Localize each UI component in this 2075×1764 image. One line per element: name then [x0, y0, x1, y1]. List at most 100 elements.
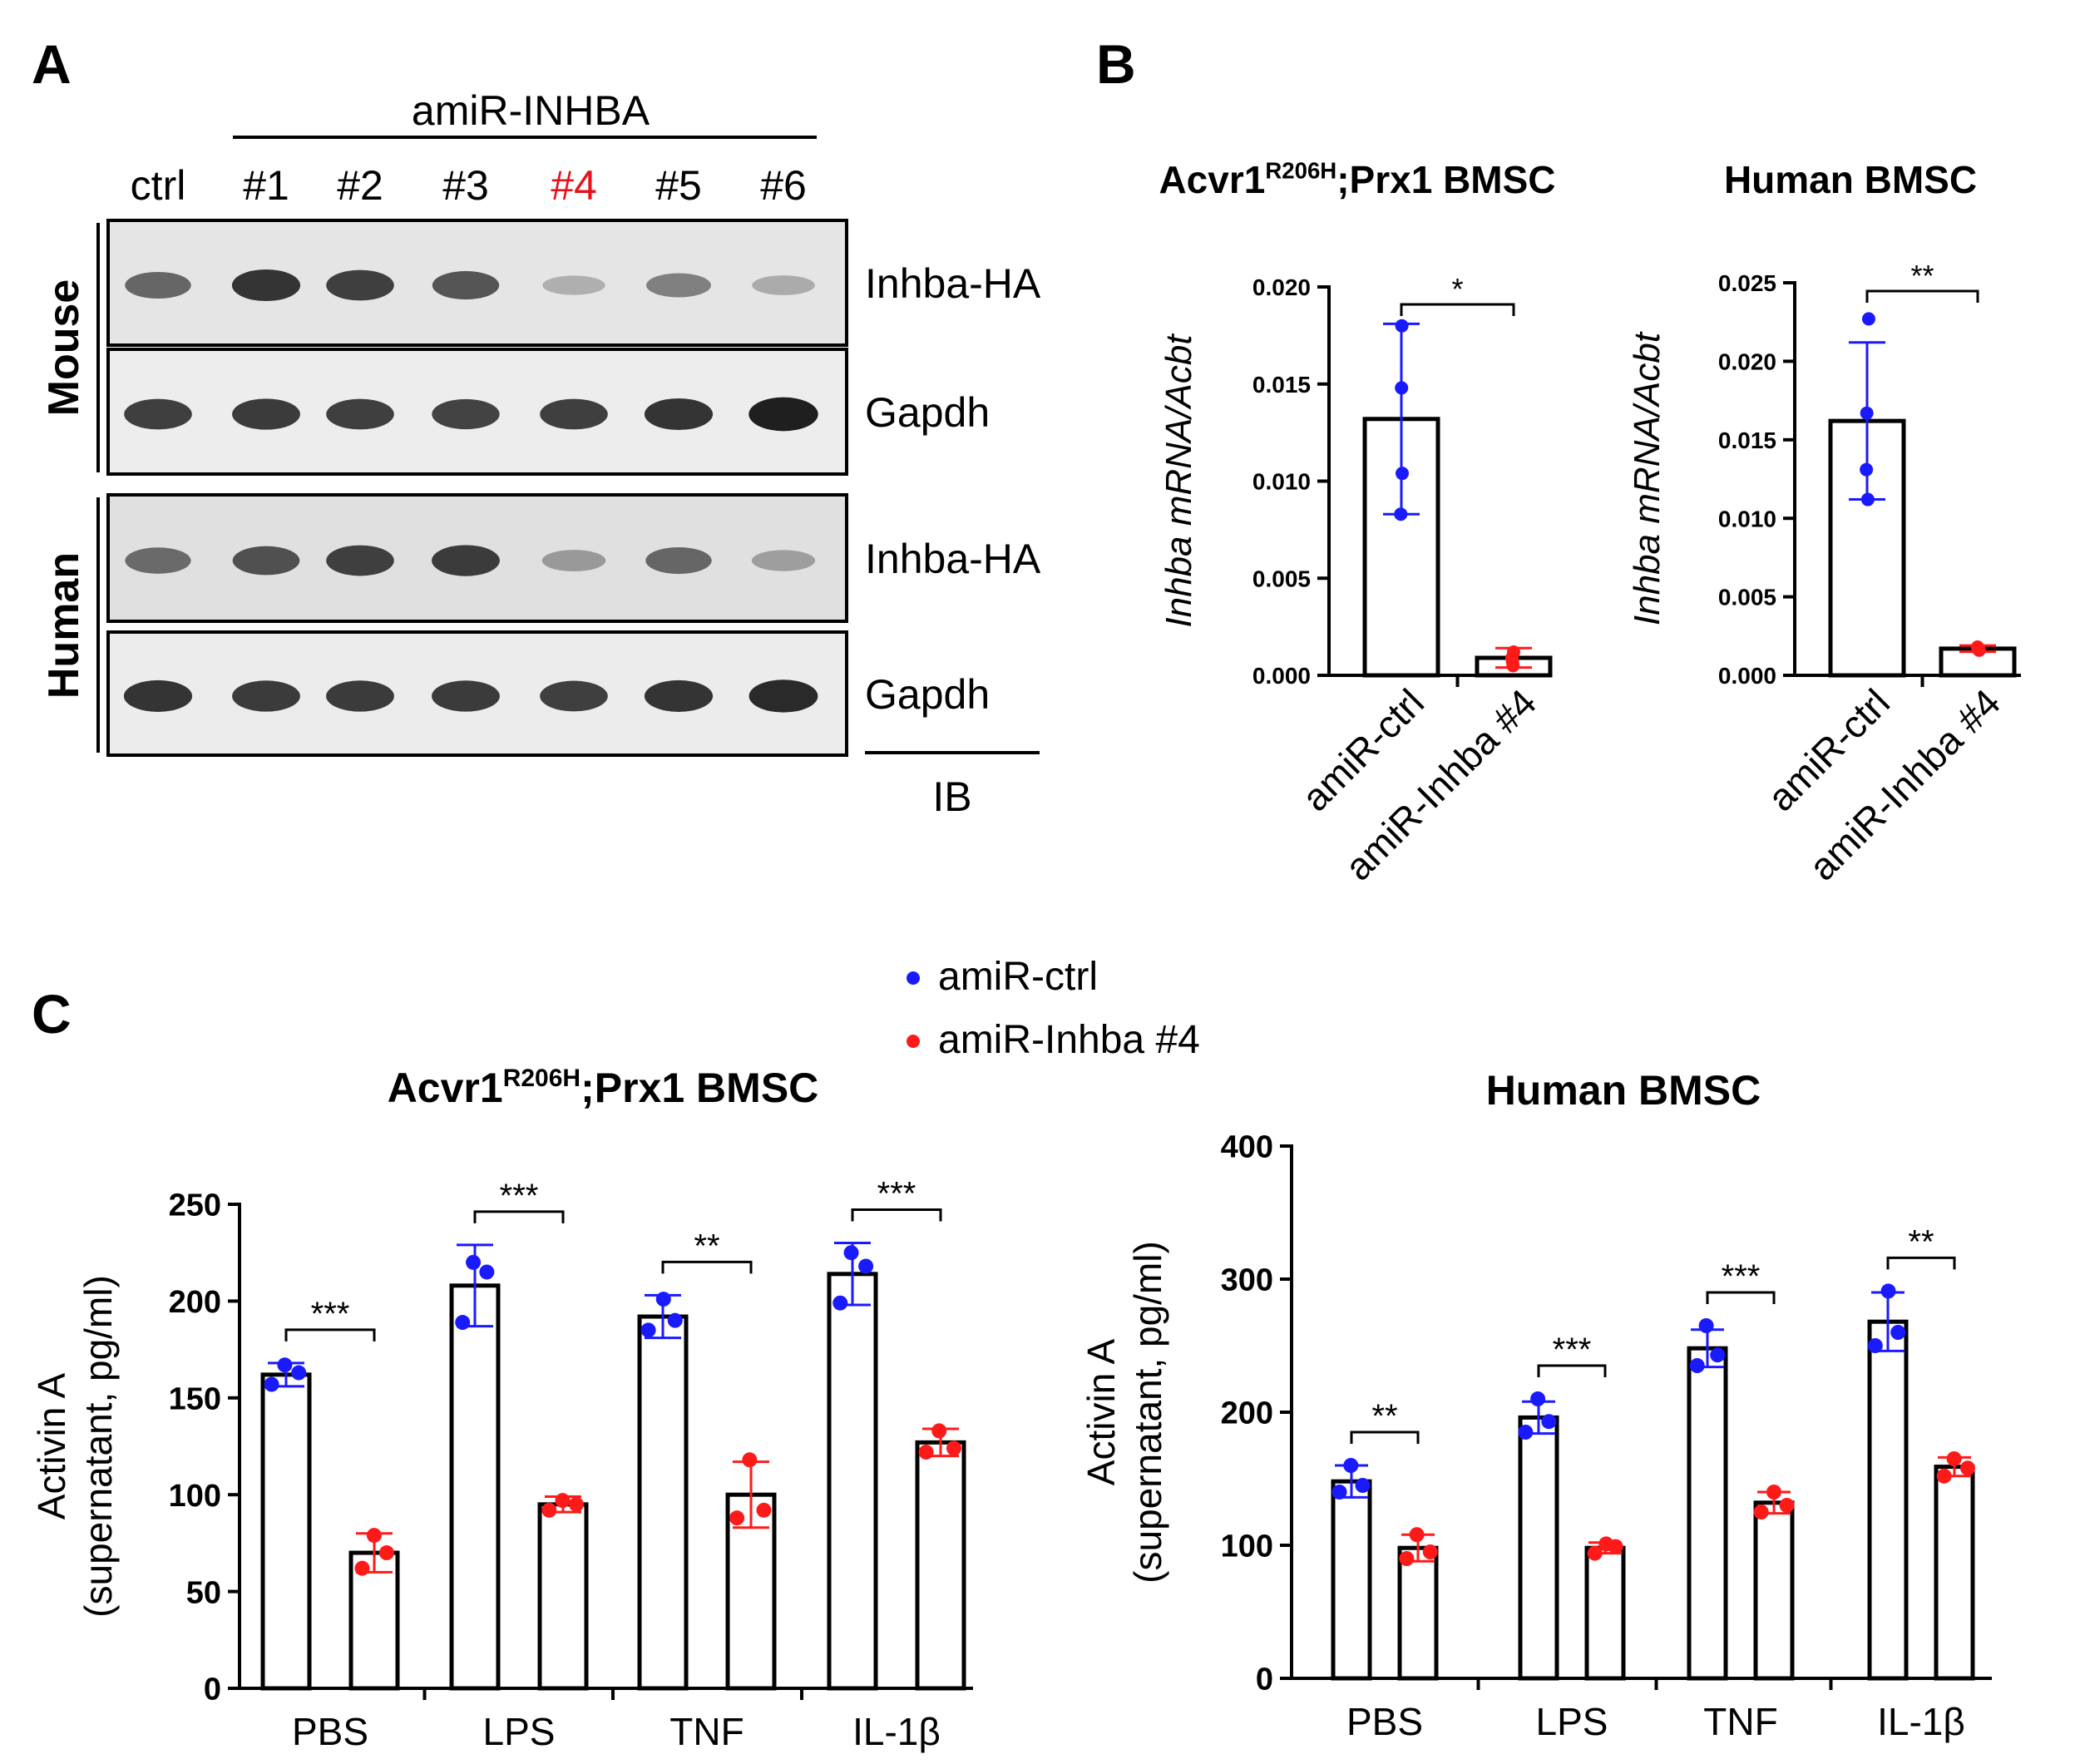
y-tick-label: 0.015 [1718, 427, 1776, 453]
significance-bracket [1886, 1256, 1956, 1270]
panel-letter-a: A [32, 33, 72, 95]
title-part: ;Prx1 BMSC [581, 1065, 818, 1111]
legend-label: amiR-Inhba #4 [938, 1018, 1200, 1062]
y-axis-label: Inhba mRNA/Acbt [1627, 331, 1667, 625]
blot-band [232, 680, 300, 712]
blot-band [124, 398, 192, 430]
data-point [466, 1254, 482, 1270]
y-tick-label: 0.000 [1718, 663, 1776, 689]
y-tick-label: 150 [169, 1381, 221, 1416]
blot-band [432, 680, 500, 712]
y-tick-label: 200 [169, 1285, 221, 1320]
blot-band [432, 398, 500, 430]
bar [1934, 1465, 1975, 1681]
x-category-label: LPS [483, 1710, 556, 1753]
blot-label: Inhba-HA [865, 536, 1041, 582]
lane-label: #4 [551, 162, 597, 209]
blot-band [748, 397, 818, 432]
data-point [354, 1560, 370, 1576]
significance-bracket [661, 1260, 753, 1274]
blot-band [232, 546, 300, 576]
data-point [1753, 1505, 1769, 1519]
x-category-label: IL-1β [1877, 1700, 1965, 1743]
data-point [1710, 1347, 1726, 1363]
x-category-label: IL-1β [852, 1710, 941, 1753]
title-part: Human BMSC [1486, 1067, 1761, 1114]
data-point [479, 1264, 495, 1280]
y-axis-label: (supernatant, pg/ml) [1126, 1241, 1169, 1584]
chart-title: Acvr1R206H;Prx1 BMSC [388, 1065, 819, 1111]
y-tick-label: 100 [169, 1479, 221, 1514]
data-point [1860, 406, 1874, 420]
chart-b-human: 0.000 0.005 0.010 0.015 0.020 0.025 Inhba mRNA… [1627, 158, 2021, 888]
x-category-label: LPS [1536, 1700, 1608, 1743]
y-tick-label: 0 [204, 1673, 221, 1707]
data-point [1587, 1545, 1603, 1561]
y-tick-label: 0.015 [1252, 372, 1311, 398]
data-point [555, 1493, 571, 1509]
data-point [1890, 1325, 1906, 1340]
data-point [756, 1502, 772, 1518]
data-point [843, 1245, 859, 1261]
data-point [640, 1322, 656, 1338]
bar [449, 1283, 501, 1691]
y-axis-label: Inhba mRNA/Acbt [1159, 334, 1199, 628]
data-point [1860, 462, 1874, 477]
data-point [946, 1440, 961, 1456]
data-point [1530, 1391, 1546, 1406]
blot-band [748, 679, 818, 713]
y-tick-label: 0.005 [1718, 585, 1776, 610]
data-point [1766, 1485, 1781, 1500]
lane-label: #5 [655, 162, 702, 209]
blot-band [326, 398, 394, 430]
blot-band [326, 680, 394, 712]
blot-band [540, 680, 608, 712]
data-point [1396, 467, 1410, 481]
y-tick-label: 0 [1256, 1663, 1273, 1697]
data-point [277, 1357, 293, 1373]
data-point [667, 1312, 683, 1328]
bar [1397, 1545, 1439, 1681]
group-label-amir-inhba: amiR-INHBA [412, 87, 650, 134]
data-point [1880, 1283, 1896, 1299]
blot-band [542, 275, 605, 295]
data-point [742, 1452, 758, 1468]
y-tick-label: 300 [1221, 1263, 1273, 1298]
legend-marker [907, 971, 920, 985]
significance-label: *** [311, 1296, 350, 1332]
lane-label: #3 [442, 162, 489, 209]
blot-band [752, 275, 815, 295]
panel-letter-b: B [1096, 33, 1136, 95]
y-tick-label: 0.025 [1718, 270, 1776, 296]
significance-label: *** [877, 1176, 916, 1213]
y-tick-label: 250 [169, 1188, 221, 1223]
bar [915, 1440, 966, 1691]
species-label-mouse: Mouse [40, 279, 88, 417]
data-point [1946, 1451, 1962, 1466]
blot-band [751, 550, 816, 571]
data-point [1518, 1425, 1534, 1440]
y-tick-label: 100 [1221, 1529, 1273, 1564]
y-axis-label: (supernatant, pg/ml) [77, 1275, 120, 1618]
y-axis-label: Activin A [30, 1372, 73, 1519]
blot-label: Inhba-HA [865, 260, 1041, 307]
blot-band [125, 547, 191, 574]
data-point [541, 1502, 557, 1518]
significance-bracket [284, 1328, 376, 1342]
data-point [1936, 1468, 1952, 1484]
blot-band [125, 271, 191, 299]
x-category-label: amiR-Inhba #4 [1801, 680, 2008, 888]
data-point [455, 1315, 471, 1331]
lane-label: #6 [760, 162, 807, 209]
title-sup: R206H [1265, 158, 1336, 184]
data-point [1395, 319, 1409, 333]
y-tick-label: 0.005 [1252, 566, 1311, 591]
x-category-label: TNF [669, 1710, 744, 1753]
x-category-label: PBS [292, 1710, 368, 1753]
bar [637, 1314, 689, 1691]
significance-bracket [1350, 1430, 1420, 1444]
legend-label: amiR-ctrl [938, 955, 1098, 999]
data-point [1608, 1539, 1623, 1554]
data-point [931, 1423, 947, 1439]
y-tick-label: 200 [1221, 1396, 1273, 1431]
